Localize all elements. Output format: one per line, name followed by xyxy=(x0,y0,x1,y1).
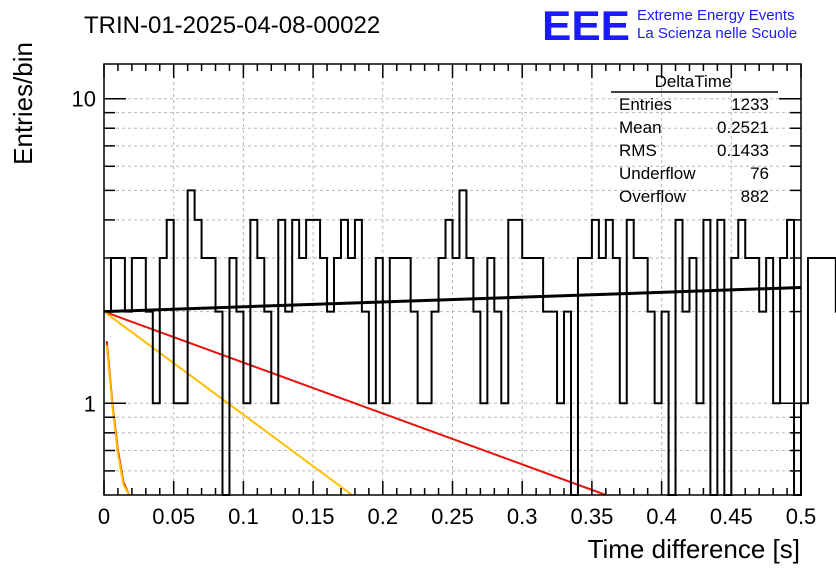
x-tick-label-0: 0 xyxy=(98,504,110,529)
x-tick-label-10: 0.5 xyxy=(786,504,817,529)
fit-curves xyxy=(103,285,802,496)
stats-value-rms: 0.1433 xyxy=(717,141,769,160)
histogram xyxy=(104,189,836,496)
stats-label-rms: RMS xyxy=(619,141,657,160)
logo-line2: La Scienza nelle Scuole xyxy=(637,25,797,42)
axes: 0 0.05 0.1 0.15 0.2 0.25 0.3 0.35 0.4 0.45 0.5 1 10 xyxy=(72,63,817,529)
stats-value-overflow: 882 xyxy=(741,187,769,206)
stats-value-underflow: 76 xyxy=(750,164,769,183)
stats-label-underflow: Underflow xyxy=(619,164,696,183)
stats-box: DeltaTime Entries 1233 Mean 0.2521 RMS 0… xyxy=(611,72,778,206)
y-tick-label-1: 10 xyxy=(72,87,96,112)
stats-value-entries: 1233 xyxy=(731,95,769,114)
stats-name: DeltaTime xyxy=(655,72,732,91)
fit-line-2 xyxy=(103,310,353,496)
stats-label-mean: Mean xyxy=(619,118,662,137)
histogram-step-line xyxy=(104,189,836,496)
fit-line-3 xyxy=(105,341,131,496)
x-tick-label-2: 0.1 xyxy=(228,504,259,529)
stats-label-entries: Entries xyxy=(619,95,672,114)
x-tick-label-7: 0.35 xyxy=(570,504,613,529)
fit-line-0 xyxy=(103,285,802,314)
x-tick-label-1: 0.05 xyxy=(152,504,195,529)
chart-title: TRIN-01-2025-04-08-00022 xyxy=(84,12,380,39)
fit-line-4 xyxy=(105,345,130,496)
x-tick-label-6: 0.3 xyxy=(507,504,538,529)
x-tick-label-4: 0.2 xyxy=(368,504,399,529)
eee-logo: EEE Extreme Energy Events La Scienza nel… xyxy=(542,2,797,49)
logo-line1: Extreme Energy Events xyxy=(637,7,795,24)
y-axis-title: Entries/bin xyxy=(8,42,38,165)
x-tick-label-8: 0.4 xyxy=(646,504,677,529)
x-axis-title: Time difference [s] xyxy=(588,534,800,564)
x-tick-label-3: 0.15 xyxy=(292,504,335,529)
y-tick-label-0: 1 xyxy=(84,391,96,416)
x-tick-label-9: 0.45 xyxy=(710,504,753,529)
stats-label-overflow: Overflow xyxy=(619,187,687,206)
logo-letters: EEE xyxy=(542,2,630,49)
x-tick-label-5: 0.25 xyxy=(431,504,474,529)
stats-value-mean: 0.2521 xyxy=(717,118,769,137)
